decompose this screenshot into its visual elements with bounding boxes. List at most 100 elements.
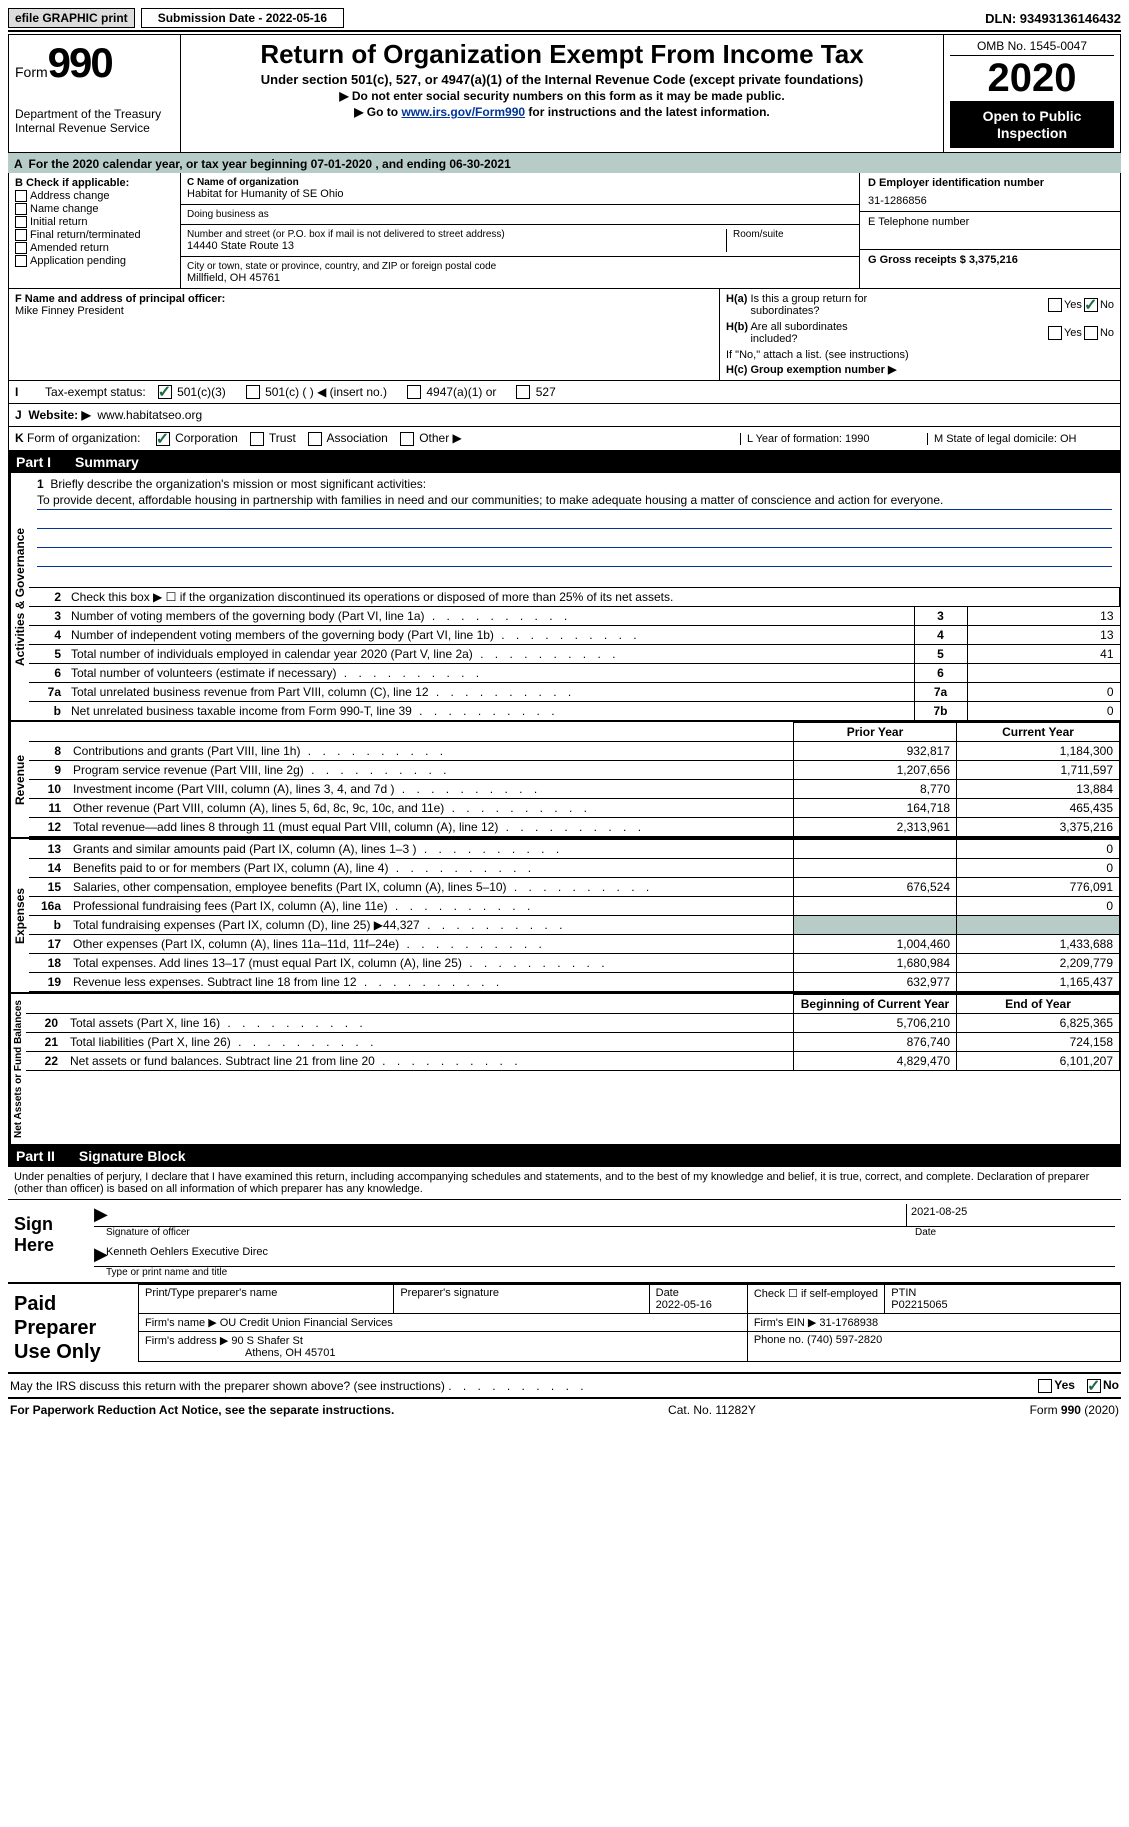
status-option[interactable]: 4947(a)(1) or xyxy=(405,385,496,399)
ha-yes-checkbox[interactable] xyxy=(1048,298,1062,312)
org-form-option[interactable]: Association xyxy=(306,431,388,445)
checkbox-item[interactable]: Final return/terminated xyxy=(15,229,174,241)
table-row: 2Check this box ▶ ☐ if the organization … xyxy=(29,588,1120,607)
table-row: 18Total expenses. Add lines 13–17 (must … xyxy=(29,954,1120,973)
perjury-statement: Under penalties of perjury, I declare th… xyxy=(8,1167,1121,1199)
sign-here-label: Sign Here xyxy=(8,1200,88,1282)
table-row: 11Other revenue (Part VIII, column (A), … xyxy=(29,799,1120,818)
org-form-option[interactable]: Other ▶ xyxy=(398,431,462,445)
table-row: 9Program service revenue (Part VIII, lin… xyxy=(29,761,1120,780)
dept-treasury: Department of the Treasury Internal Reve… xyxy=(15,107,174,135)
checkbox-item[interactable]: Address change xyxy=(15,190,174,202)
firm-phone: (740) 597-2820 xyxy=(807,1334,882,1346)
expenses-table: 13Grants and similar amounts paid (Part … xyxy=(29,839,1120,992)
efile-button[interactable]: efile GRAPHIC print xyxy=(8,8,135,28)
officer-name: Kenneth Oehlers Executive Direc xyxy=(102,1244,1115,1266)
table-row: 5Total number of individuals employed in… xyxy=(29,645,1120,664)
hb-yes-checkbox[interactable] xyxy=(1048,326,1062,340)
website-url: www.habitatseo.org xyxy=(97,408,202,422)
table-row: bTotal fundraising expenses (Part IX, co… xyxy=(29,916,1120,935)
hb-note: If "No," attach a list. (see instruction… xyxy=(726,349,1114,361)
status-option[interactable]: 501(c) ( ) ◀ (insert no.) xyxy=(244,385,387,399)
table-row: 22Net assets or fund balances. Subtract … xyxy=(26,1052,1120,1071)
form-footer: Form 990 (2020) xyxy=(1030,1403,1119,1417)
form-title: Return of Organization Exempt From Incom… xyxy=(187,39,937,70)
table-row: 6Total number of volunteers (estimate if… xyxy=(29,664,1120,683)
page-footer: For Paperwork Reduction Act Notice, see … xyxy=(8,1399,1121,1421)
revenue-table: Prior YearCurrent Year 8Contributions an… xyxy=(29,722,1120,837)
table-row: 16aProfessional fundraising fees (Part I… xyxy=(29,897,1120,916)
subtitle-1: Under section 501(c), 527, or 4947(a)(1)… xyxy=(187,72,937,87)
netassets-table: Beginning of Current YearEnd of Year 20T… xyxy=(26,994,1120,1071)
top-bar: efile GRAPHIC print Submission Date - 20… xyxy=(8,8,1121,32)
section-fh: F Name and address of principal officer:… xyxy=(8,289,1121,381)
governance-table: 2Check this box ▶ ☐ if the organization … xyxy=(29,587,1120,720)
dba: Doing business as xyxy=(181,205,859,225)
checkbox-item[interactable]: Amended return xyxy=(15,242,174,254)
form990-link[interactable]: www.irs.gov/Form990 xyxy=(401,105,525,119)
table-row: 17Other expenses (Part IX, column (A), l… xyxy=(29,935,1120,954)
hb-no-checkbox[interactable] xyxy=(1084,326,1098,340)
form-number: 990 xyxy=(48,39,112,86)
city-state-zip: Millfield, OH 45761 xyxy=(187,272,853,284)
sig-date: 2021-08-25 xyxy=(906,1204,1115,1226)
discuss-yes-checkbox[interactable] xyxy=(1038,1379,1052,1393)
discuss-no-checkbox[interactable] xyxy=(1087,1379,1101,1393)
side-label-expenses: Expenses xyxy=(9,839,29,992)
submission-date: Submission Date - 2022-05-16 xyxy=(141,8,344,28)
box-h: H(a) Is this a group return for subordin… xyxy=(720,289,1120,380)
mission-block: 1 Briefly describe the organization's mi… xyxy=(29,473,1120,587)
firm-ein: 31-1768938 xyxy=(819,1317,878,1329)
part-2-header: Part II Signature Block xyxy=(8,1145,1121,1167)
table-row: 12Total revenue—add lines 8 through 11 (… xyxy=(29,818,1120,837)
irs-discuss-row: May the IRS discuss this return with the… xyxy=(8,1374,1121,1399)
paperwork-notice: For Paperwork Reduction Act Notice, see … xyxy=(10,1403,394,1417)
signature-block: Sign Here ▶ 2021-08-25 Signature of offi… xyxy=(8,1199,1121,1284)
table-row: 21Total liabilities (Part X, line 26)876… xyxy=(26,1033,1120,1052)
form-header: Form990 Department of the Treasury Inter… xyxy=(8,34,1121,153)
table-row: bNet unrelated business taxable income f… xyxy=(29,702,1120,721)
dln: DLN: 93493136146432 xyxy=(985,11,1121,26)
paid-preparer-label: Paid Preparer Use Only xyxy=(8,1284,138,1372)
state-domicile: M State of legal domicile: OH xyxy=(927,433,1114,445)
website-row: J Website: ▶ www.habitatseo.org xyxy=(8,404,1121,427)
table-row: 7aTotal unrelated business revenue from … xyxy=(29,683,1120,702)
checkbox-item[interactable]: Application pending xyxy=(15,255,174,267)
form-of-org-row: K Form of organization: Corporation Trus… xyxy=(8,427,1121,451)
org-form-option[interactable]: Trust xyxy=(248,431,296,445)
box-f: F Name and address of principal officer:… xyxy=(9,289,720,380)
subtitle-2: ▶ Do not enter social security numbers o… xyxy=(187,89,937,103)
status-option[interactable]: 527 xyxy=(514,385,555,399)
catalog-number: Cat. No. 11282Y xyxy=(668,1403,756,1417)
open-inspection: Open to Public Inspection xyxy=(950,102,1114,148)
subtitle-3: ▶ Go to www.irs.gov/Form990 for instruct… xyxy=(187,105,937,119)
checkbox-item[interactable]: Initial return xyxy=(15,216,174,228)
part-1-header: Part I Summary xyxy=(8,451,1121,473)
org-name: Habitat for Humanity of SE Ohio xyxy=(187,188,853,200)
principal-officer: Mike Finney President xyxy=(15,305,124,317)
table-row: 8Contributions and grants (Part VIII, li… xyxy=(29,742,1120,761)
side-label-governance: Activities & Governance xyxy=(9,473,29,720)
box-b: B Check if applicable: Address changeNam… xyxy=(9,173,181,288)
ptin: P02215065 xyxy=(891,1299,947,1311)
year-formation: L Year of formation: 1990 xyxy=(740,433,917,445)
table-row: 19Revenue less expenses. Subtract line 1… xyxy=(29,973,1120,992)
firm-name: OU Credit Union Financial Services xyxy=(220,1317,393,1329)
table-row: 15Salaries, other compensation, employee… xyxy=(29,878,1120,897)
ha-no-checkbox[interactable] xyxy=(1084,298,1098,312)
status-option[interactable]: 501(c)(3) xyxy=(156,385,226,399)
table-row: 3Number of voting members of the governi… xyxy=(29,607,1120,626)
checkbox-item[interactable]: Name change xyxy=(15,203,174,215)
box-c: C Name of organization Habitat for Human… xyxy=(181,173,860,288)
self-employed-check[interactable]: Check ☐ if self-employed xyxy=(747,1285,884,1314)
table-row: 20Total assets (Part X, line 16)5,706,21… xyxy=(26,1014,1120,1033)
section-bcdeg: B Check if applicable: Address changeNam… xyxy=(8,173,1121,289)
org-form-option[interactable]: Corporation xyxy=(154,431,238,445)
firm-address: 90 S Shafer St xyxy=(231,1335,303,1347)
table-row: 13Grants and similar amounts paid (Part … xyxy=(29,840,1120,859)
preparer-block: Paid Preparer Use Only Print/Type prepar… xyxy=(8,1284,1121,1374)
table-row: 14Benefits paid to or for members (Part … xyxy=(29,859,1120,878)
ein: 31-1286856 xyxy=(868,195,1112,207)
box-deg: D Employer identification number 31-1286… xyxy=(860,173,1120,288)
room-suite-label: Room/suite xyxy=(727,229,853,252)
